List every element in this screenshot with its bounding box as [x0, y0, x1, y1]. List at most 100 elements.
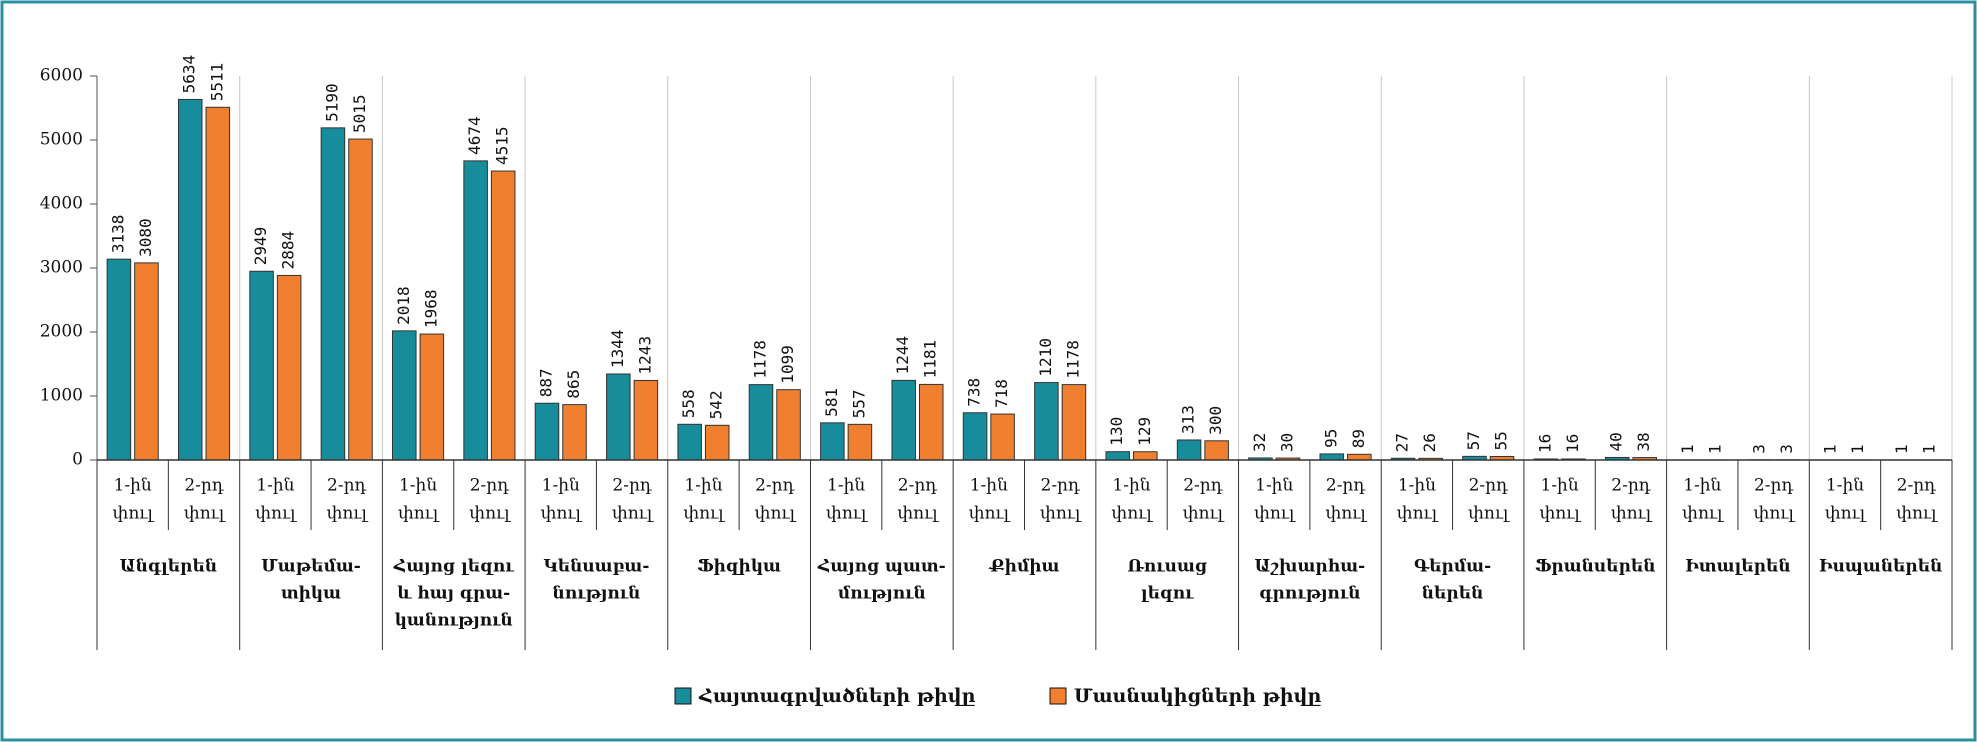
group-label: կանություն — [395, 611, 513, 631]
group-label: Մաթեմա- — [261, 557, 361, 577]
x-tick-label: 2-րդ — [1611, 476, 1651, 496]
bar — [606, 373, 631, 461]
bar — [1034, 382, 1059, 461]
group-label: և հայ գրա- — [397, 584, 510, 604]
x-tick-label: 2-րդ — [327, 476, 367, 496]
y-tick-label: 5000 — [40, 130, 83, 150]
group-label: Ֆիզիկա — [697, 557, 781, 577]
bar — [534, 402, 560, 461]
group-label: Իտալերեն — [1685, 557, 1790, 577]
value-label: 557 — [849, 389, 868, 418]
x-tick-label: 2-րդ — [1183, 476, 1223, 496]
value-label: 95 — [1321, 429, 1340, 448]
x-tick-label: 1-ին — [1255, 476, 1293, 496]
x-tick-label: փուլ — [826, 504, 868, 524]
x-tick-label: փուլ — [1611, 504, 1653, 524]
x-tick-label: փուլ — [897, 504, 939, 524]
x-tick-label: 1-ին — [827, 476, 865, 496]
x-tick-label: փուլ — [612, 504, 654, 524]
bar — [106, 258, 132, 461]
value-label: 1 — [1678, 444, 1697, 454]
value-label: 1 — [1821, 444, 1840, 454]
bar — [1061, 384, 1087, 461]
group-label: լեզու — [1141, 584, 1194, 604]
bar — [1347, 453, 1372, 461]
y-tick-label: 6000 — [40, 66, 83, 86]
legend-swatch — [1049, 687, 1067, 705]
bar — [677, 423, 702, 461]
x-tick-label: 2-րդ — [1326, 476, 1366, 496]
x-tick-label: փուլ — [541, 504, 583, 524]
bar — [320, 127, 346, 461]
value-label: 865 — [564, 370, 583, 399]
group-label: Իսպաներեն — [1819, 557, 1942, 577]
value-label: 32 — [1250, 433, 1269, 452]
value-label: 3 — [1777, 444, 1796, 454]
x-tick-label: փուլ — [755, 504, 797, 524]
value-label: 57 — [1464, 431, 1483, 450]
value-label: 129 — [1135, 417, 1154, 446]
bar — [276, 274, 302, 461]
legend-label: Մասնակիցների թիվը — [1074, 685, 1321, 707]
value-label: 130 — [1107, 417, 1126, 446]
value-label: 40 — [1607, 432, 1626, 451]
value-label: 718 — [992, 379, 1011, 408]
value-label: 30 — [1277, 433, 1296, 452]
value-label: 1 — [1848, 444, 1867, 454]
group-label: գրություն — [1259, 584, 1360, 604]
group-label: նություն — [552, 584, 640, 604]
value-label: 1178 — [751, 340, 770, 379]
value-label: 2884 — [279, 231, 298, 270]
x-tick-label: փուլ — [1040, 504, 1082, 524]
value-label: 55 — [1492, 431, 1511, 450]
value-label: 4674 — [465, 116, 484, 155]
x-tick-label: 1-ին — [1541, 476, 1579, 496]
x-tick-label: 2-րդ — [470, 476, 510, 496]
x-tick-label: 2-րդ — [1897, 476, 1937, 496]
x-tick-label: փուլ — [398, 504, 440, 524]
x-tick-label: 2-րդ — [612, 476, 652, 496]
value-label: 1210 — [1036, 338, 1055, 377]
group-label: Անգլերեն — [120, 557, 218, 577]
value-label: 26 — [1420, 433, 1439, 452]
value-label: 300 — [1206, 406, 1225, 435]
value-label: 1 — [1920, 444, 1939, 454]
value-label: 5190 — [322, 83, 341, 122]
value-label: 581 — [822, 388, 841, 417]
x-tick-label: փուլ — [1754, 504, 1796, 524]
x-tick-label: փուլ — [1254, 504, 1296, 524]
bar — [891, 379, 916, 461]
x-tick-label: 2-րդ — [1041, 476, 1081, 496]
x-tick-label: փուլ — [327, 504, 369, 524]
value-label: 1968 — [421, 290, 440, 329]
bar — [962, 412, 988, 461]
bar — [1204, 440, 1229, 461]
x-tick-label: 1-ին — [114, 476, 152, 496]
value-label: 3138 — [108, 215, 127, 254]
y-tick-label: 3000 — [40, 258, 83, 278]
x-tick-label: փուլ — [1397, 504, 1439, 524]
bar — [1105, 451, 1131, 461]
group-label: ներեն — [1422, 584, 1484, 604]
bar — [633, 379, 659, 461]
value-label: 4515 — [493, 127, 512, 166]
value-label: 542 — [707, 390, 726, 419]
x-tick-label: 1-ին — [542, 476, 580, 496]
x-tick-label: 2-րդ — [1754, 476, 1794, 496]
x-tick-label: 1-ին — [970, 476, 1008, 496]
legend-swatch — [674, 687, 692, 705]
bar — [205, 106, 231, 461]
x-tick-label: 1-ին — [1826, 476, 1864, 496]
x-tick-label: 2-րդ — [184, 476, 224, 496]
group-label: Աշխարհա- — [1255, 557, 1366, 577]
bar — [490, 170, 516, 461]
group-label: տիկա — [281, 584, 341, 604]
bar — [918, 383, 944, 461]
value-label: 5511 — [207, 63, 226, 102]
value-label: 16 — [1535, 434, 1554, 453]
x-tick-label: 1-ին — [256, 476, 294, 496]
bar — [1319, 453, 1345, 461]
group-label: Ռուսաց — [1127, 557, 1207, 577]
x-tick-label: փուլ — [1325, 504, 1367, 524]
bar — [562, 404, 587, 461]
